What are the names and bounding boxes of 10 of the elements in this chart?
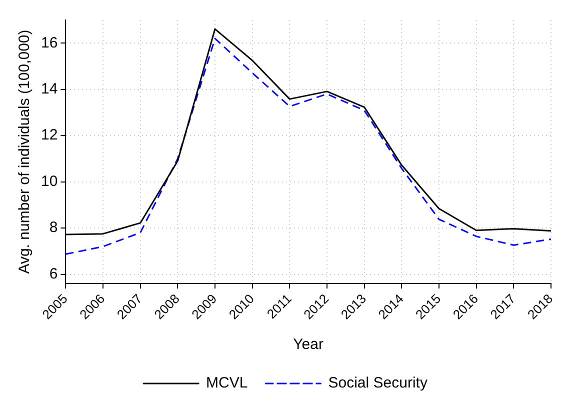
y-tick-label: 6 xyxy=(49,265,58,282)
y-tick-label: 16 xyxy=(40,34,58,52)
legend-label: Social Security xyxy=(328,374,428,392)
y-tick-label: 10 xyxy=(40,172,58,190)
x-axis-title: Year xyxy=(293,336,324,354)
legend-label: MCVL xyxy=(206,374,248,392)
y-tick-label: 12 xyxy=(40,126,58,144)
y-axis-title: Avg. number of individuals (100,000) xyxy=(16,30,34,274)
y-tick-label: 8 xyxy=(49,219,58,236)
y-tick-label: 14 xyxy=(40,80,58,98)
